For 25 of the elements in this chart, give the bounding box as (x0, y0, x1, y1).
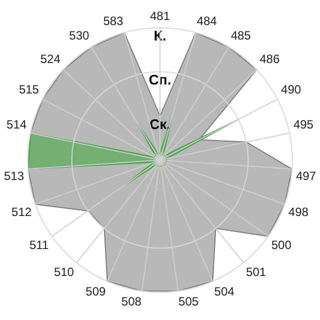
spoke-label: 501 (246, 265, 266, 280)
spoke-label: 500 (271, 238, 292, 252)
spoke-label: 509 (86, 284, 106, 299)
spoke-label: 484 (196, 14, 218, 28)
spoke-label: 490 (281, 82, 302, 96)
spoke-label: 512 (12, 205, 32, 220)
spoke-label: 583 (103, 14, 124, 28)
spoke-label: 498 (288, 205, 309, 220)
spoke-label: 514 (6, 117, 27, 132)
y-tick-label: Ск. (149, 116, 171, 132)
spoke-label: 485 (230, 28, 252, 43)
spoke-label: 511 (30, 238, 49, 252)
spoke-label: 486 (260, 52, 280, 66)
spoke-label: 497 (296, 168, 316, 183)
spoke-label: 510 (54, 265, 74, 280)
spoke-label: 524 (40, 52, 61, 66)
spoke-label: 504 (214, 284, 235, 299)
spoke-label: 508 (121, 294, 142, 309)
spoke-label: 513 (4, 168, 24, 183)
spoke-label: 481 (150, 8, 170, 23)
spoke-label: 495 (293, 117, 314, 132)
y-tick-label: Сп. (148, 72, 172, 88)
spoke-label: 530 (69, 28, 90, 43)
spoke-label: 515 (18, 82, 40, 96)
spoke-label: 505 (178, 294, 199, 309)
